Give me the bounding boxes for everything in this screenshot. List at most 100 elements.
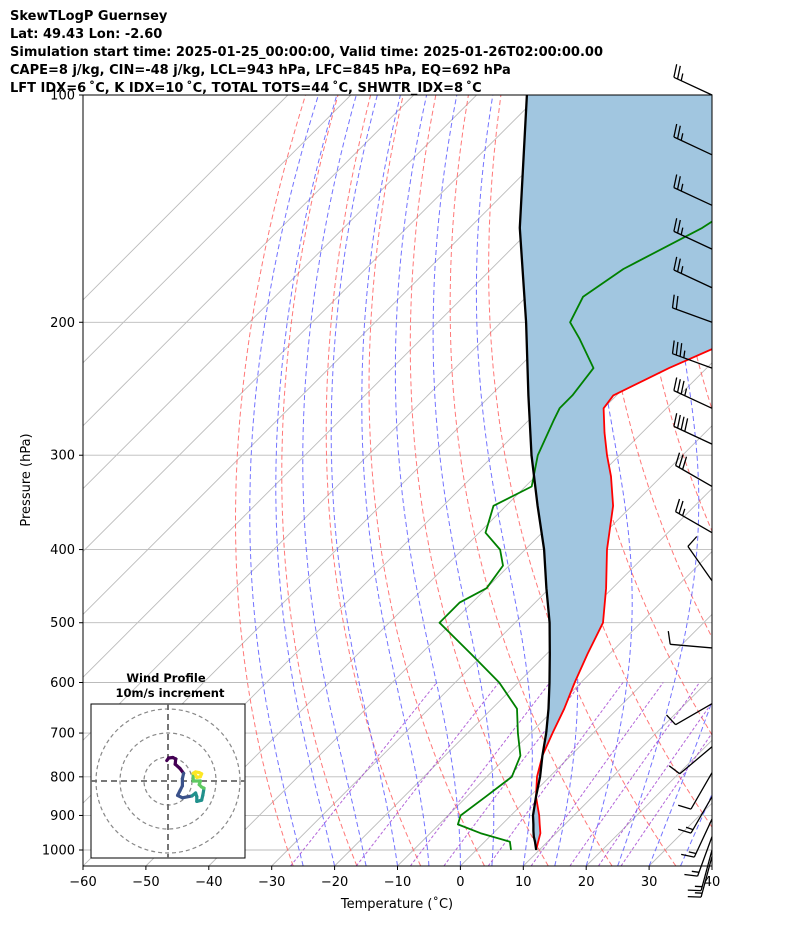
x-tick-label: −10 [384,875,411,890]
isotherm-line [83,95,477,490]
moist-adiabat [475,95,533,866]
wind-barb [673,377,713,409]
chart-title: SkewTLogP Guernsey [10,9,168,24]
index-line: LFT IDX=6 ˚C, K IDX=10 ˚C, TOTAL TOTS=44… [10,81,482,96]
barb-half-flag [680,227,684,235]
wind-barb [667,631,713,649]
cape-line: CAPE=8 j/kg, CIN=-48 j/kg, LCL=943 hPa, … [10,63,511,78]
wind-barb [673,256,713,289]
barb-staff [700,849,713,891]
dry-adiabat [449,95,613,866]
wind-barb [673,174,713,206]
barb-staff [672,307,713,323]
mixing-ratio-line [530,682,664,866]
barb-flag [676,176,681,190]
dry-adiabat [281,95,358,866]
barb-flag [666,714,677,726]
isotherm-line [83,95,603,616]
wind-barb [673,64,713,96]
barb-staff [700,856,713,898]
barb-flag [676,125,681,139]
barb-half-flag [681,508,686,516]
barb-staff [673,425,713,445]
barb-flag [678,804,692,810]
x-tick-label: −20 [321,875,348,890]
barb-flag [680,416,685,430]
barb-staff [696,836,713,877]
location-line: Lat: 49.43 Lon: -2.60 [10,27,163,42]
isotherm-line [83,95,352,364]
barb-flag [674,498,681,512]
moist-adiabat [361,95,430,866]
barb-flag [675,295,679,310]
barb-flag [678,454,684,468]
x-axis-label: Temperature (˚C) [340,896,453,912]
y-tick-label: 700 [50,727,75,742]
wind-barb [687,849,713,892]
barb-flag [687,895,702,898]
isotherm-line [711,865,712,866]
barb-flag [673,123,678,138]
barb-staff [675,703,713,726]
barb-half-flag [680,266,684,274]
wind-barb [671,294,713,323]
wind-barb [681,818,713,858]
isotherm-line [397,550,712,866]
moist-adiabat [585,95,633,866]
barb-flag [676,65,681,80]
dry-adiabat [235,95,306,866]
dry-adiabat [409,95,549,866]
barb-half-flag [685,826,694,831]
isotherm-line [83,95,540,553]
barb-staff [670,643,713,649]
wind-barb [684,836,713,877]
moist-adiabat [432,95,495,866]
x-tick-label: 0 [456,875,464,890]
hodograph-plot [91,704,245,858]
y-tick-label: 600 [50,676,75,691]
barb-staff [693,818,713,858]
dry-adiabat [596,95,712,639]
x-tick-label: −40 [195,875,222,890]
isotherm-line [334,487,712,866]
hodograph-segment [180,794,194,800]
barb-flag [676,379,681,393]
moist-adiabat [711,864,712,866]
x-tick-label: −30 [258,875,285,890]
x-tick-label: 20 [578,875,595,890]
moist-adiabat [394,95,461,866]
barb-staff [690,796,713,834]
y-axis-label: Pressure (hPa) [19,433,34,526]
mixing-ratio-line [569,682,700,866]
mixing-ratio-line [620,732,712,866]
barb-half-flag [688,851,697,855]
barb-flag [673,413,678,427]
barb-staff [679,746,713,775]
barb-flag [676,414,681,429]
barb-flag [671,294,675,308]
barb-half-flag [680,73,684,81]
barb-flag [671,340,675,354]
wind-barb [668,746,713,775]
x-tick-label: 10 [515,875,532,890]
wind-barb [674,452,713,488]
barb-staff [673,269,713,289]
barb-flag [687,889,702,892]
wind-barb [671,340,713,369]
wind-barb [687,856,713,898]
barb-flag [673,174,678,188]
barb-flag [678,500,684,514]
barb-staff [673,136,713,156]
moist-adiabat [302,95,367,866]
wind-barb [673,123,713,156]
mixing-ratio-line [409,682,551,866]
x-tick-label: −60 [69,875,96,890]
wind-barb [687,536,713,582]
y-tick-label: 100 [50,89,75,104]
barb-flag [674,452,681,466]
barb-flag [675,341,679,356]
wind-barb [673,413,713,445]
wind-barb [674,498,713,534]
dry-adiabat [368,95,485,866]
